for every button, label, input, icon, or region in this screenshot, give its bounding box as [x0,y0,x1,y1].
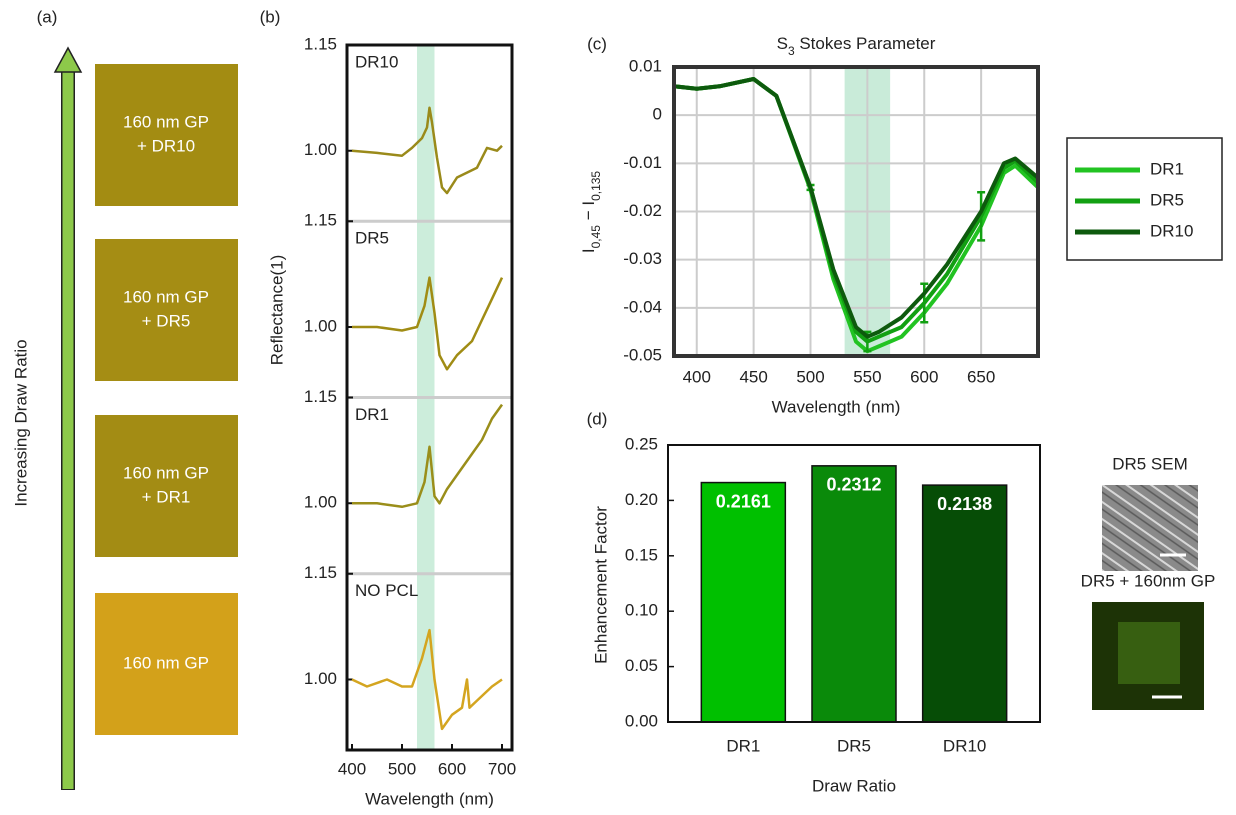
y-tick-label: 0.05 [625,656,658,675]
y-tick-label: 1.15 [304,34,337,53]
panel-name: DR5 [355,229,389,248]
y-tick-label: 0.20 [625,490,658,509]
fluorescence-square [1118,622,1180,684]
swatch [95,239,238,381]
y-tick-label: 1.15 [304,211,337,230]
y-tick-label: 1.00 [304,669,337,688]
swatch [95,64,238,206]
swatch [95,593,238,735]
panel-label: (c) [587,34,607,53]
x-tick-label: 700 [488,759,516,778]
y-tick-label: 1.15 [304,387,337,406]
x-tick-label: 550 [853,367,881,386]
panel-label: (b) [260,7,281,26]
panel-name: DR10 [355,52,398,71]
x-tick-label: 400 [683,367,711,386]
swatch [95,415,238,557]
legend-label: DR10 [1150,221,1193,240]
swatch-label: + DR1 [142,487,191,506]
legend-label: DR1 [1150,159,1184,178]
panel-label: (a) [37,7,58,26]
y-axis-label-part: I [579,248,598,253]
swatch-label: 160 nm GP [123,653,209,672]
y-tick-label: 0.25 [625,434,658,453]
swatch-label: + DR5 [142,311,191,330]
bar-value-label: 0.2138 [937,494,992,514]
x-tick-label: 400 [338,759,366,778]
y-tick-label: 0 [653,105,662,124]
y-tick-label: 1.00 [304,140,337,159]
y-tick-label: 0.10 [625,601,658,620]
spectrum-line [351,628,503,731]
y-axis-label-part: 0,135 [589,171,603,201]
y-tick-label: -0.04 [623,297,662,316]
bar [811,465,897,723]
y-tick-label: 0.00 [625,711,658,730]
error-bar [920,282,929,324]
spectrum-line [352,276,504,371]
x-axis-label: Draw Ratio [812,776,896,795]
y-tick-label: 1.00 [304,316,337,335]
bar-value-label: 0.2312 [826,475,881,495]
error-bar [977,190,986,242]
panel-name: NO PCL [355,581,418,600]
y-axis-label: Reflectance(1) [267,255,286,366]
panel-name: DR1 [355,405,389,424]
swatch-label: 160 nm GP [123,463,209,482]
chart-title-part: Stokes Parameter [795,34,936,53]
arrow-head [53,46,83,73]
swatch-label: 160 nm GP [123,112,209,131]
y-tick-label: -0.01 [623,153,662,172]
spectrum-line [351,106,503,195]
spectrum-line [352,403,504,509]
swatch-label: + DR10 [137,136,195,155]
x-tick-label: DR1 [726,736,760,755]
bar [921,484,1008,723]
inset-title: DR5 SEM [1112,454,1188,473]
y-tick-label: 0.15 [625,545,658,564]
inset-title: DR5 + 160nm GP [1081,571,1216,590]
y-tick-label: -0.03 [623,249,662,268]
panel-label: (d) [587,409,608,428]
y-axis-label-part: − I [579,201,598,225]
y-axis-label: Enhancement Factor [591,506,610,664]
x-tick-label: 600 [910,367,938,386]
y-axis-label-part: 0,45 [589,225,603,249]
x-tick-label: DR10 [943,736,986,755]
x-axis-label: Wavelength (nm) [365,789,494,808]
y-tick-label: 0.01 [629,56,662,75]
x-tick-label: 650 [967,367,995,386]
chart-title: S3 Stokes Parameter [777,34,936,58]
x-tick-label: 500 [796,367,824,386]
sem-image [1102,485,1198,571]
x-tick-label: 450 [739,367,767,386]
swatch-label: 160 nm GP [123,287,209,306]
x-tick-label: 600 [438,759,466,778]
series-line [673,77,1040,339]
plot-frame [345,43,514,752]
y-tick-label: 1.15 [304,563,337,582]
y-axis-label: I0,45 − I0,135 [579,171,603,254]
x-tick-label: 500 [388,759,416,778]
y-tick-label: -0.05 [623,345,662,364]
chart-title-part: 3 [788,44,795,58]
plot-frame [672,65,1040,358]
plot-frame [667,444,1041,723]
x-tick-label: DR5 [837,736,871,755]
x-axis-label: Wavelength (nm) [772,397,901,416]
bar [700,481,787,723]
y-tick-label: -0.02 [623,201,662,220]
y-tick-label: 1.00 [304,493,337,512]
chart-title-part: S [777,34,788,53]
bar-value-label: 0.2161 [716,491,771,511]
axis-label: Increasing Draw Ratio [11,339,30,506]
legend-label: DR5 [1150,190,1184,209]
